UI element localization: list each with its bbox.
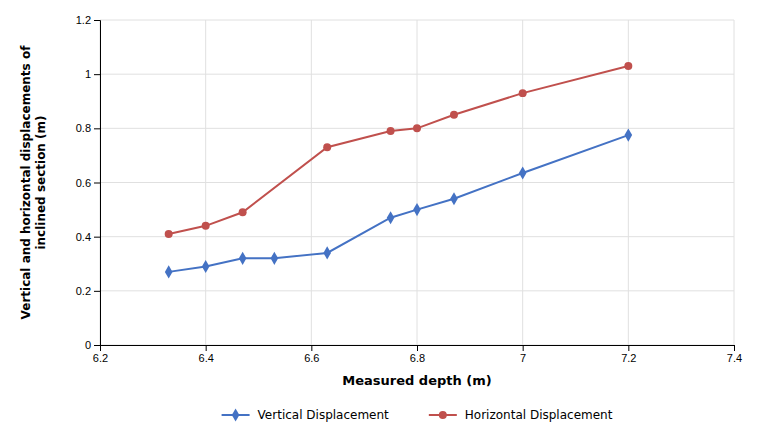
point: [165, 265, 173, 278]
tick-label: 7.4: [727, 352, 742, 364]
x-axis: 6.2 6.4 6.6 6.8 7 7.2 7.4: [93, 345, 742, 364]
point: [165, 230, 173, 238]
tick: 1.2: [76, 14, 100, 26]
point: [387, 127, 395, 135]
point: [624, 62, 632, 70]
grid-line-y: [100, 182, 734, 183]
tick-mark: [94, 20, 100, 21]
tick-mark: [94, 345, 100, 346]
point: [413, 124, 421, 132]
tick: 6.4: [199, 345, 214, 364]
axis-line: [94, 21, 101, 346]
tick: 0.4: [76, 231, 100, 243]
point: [239, 208, 247, 216]
x-axis-title: Measured depth (m): [342, 373, 491, 388]
tick: 6.2: [93, 345, 108, 364]
legend-label: Horizontal Displacement: [465, 408, 613, 422]
tick-label: 0.8: [76, 122, 91, 134]
legend-label: Vertical Displacement: [258, 408, 390, 422]
tick: 7.2: [621, 345, 636, 364]
tick-mark: [94, 237, 100, 238]
tick: 6.6: [304, 345, 319, 364]
series-line: [169, 66, 629, 234]
grid-line-y: [100, 20, 734, 21]
tick-mark: [94, 291, 100, 292]
plot: 6.2 6.4 6.6 6.8 7 7.2 7.4 0 0.2 0.4 0.6 0.8 1 1.2: [76, 14, 742, 364]
legend: Vertical Displacement Horizontal Displace…: [222, 408, 613, 422]
grid-line-y: [100, 236, 734, 237]
legend-item: Horizontal Displacement: [429, 408, 613, 422]
point: [413, 203, 421, 216]
point: [271, 252, 279, 265]
legend-marker: [439, 411, 447, 419]
tick: 0.8: [76, 122, 100, 134]
tick-mark: [94, 183, 100, 184]
point: [519, 166, 527, 179]
grid: [100, 20, 734, 345]
tick-mark: [523, 345, 524, 351]
tick: 6.8: [410, 345, 425, 364]
tick-label: 0: [85, 339, 91, 351]
point: [450, 192, 458, 205]
tick-label: 0.4: [76, 231, 91, 243]
y-axis-title-line: inclined section (m): [34, 115, 48, 249]
tick-mark: [206, 345, 207, 351]
y-axis-title: Vertical and horizontal displacements of…: [19, 45, 48, 320]
tick: 7: [520, 345, 526, 364]
tick-mark: [628, 345, 629, 351]
tick-label: 6.8: [410, 352, 425, 364]
point: [625, 129, 633, 142]
tick-label: 1: [85, 68, 91, 80]
point: [239, 252, 247, 265]
tick-mark: [94, 74, 100, 75]
tick-label: 6.6: [304, 352, 319, 364]
tick: 0.6: [76, 177, 100, 189]
tick-mark: [417, 345, 418, 351]
tick-label: 7: [520, 352, 526, 364]
tick: 1: [85, 68, 100, 80]
tick-label: 6.2: [93, 352, 108, 364]
grid-line-y: [100, 290, 734, 291]
legend-marker: [232, 408, 240, 421]
point: [450, 111, 458, 119]
tick-mark: [94, 128, 100, 129]
tick: 7.4: [727, 345, 742, 364]
tick-label: 7.2: [621, 352, 636, 364]
axis-line: [101, 346, 735, 352]
point: [202, 222, 210, 230]
tick-mark: [734, 345, 735, 351]
tick-label: 0.2: [76, 285, 91, 297]
tick-label: 6.4: [199, 352, 214, 364]
data-layer: [165, 62, 633, 278]
tick-label: 0.6: [76, 177, 91, 189]
tick-mark: [311, 345, 312, 351]
y-axis-title-line: Vertical and horizontal displacements of: [19, 45, 33, 320]
tick: 0: [85, 339, 100, 351]
series-line: [169, 135, 629, 272]
y-axis: 0 0.2 0.4 0.6 0.8 1 1.2: [76, 14, 101, 351]
legend-item: Vertical Displacement: [222, 408, 390, 422]
point: [323, 143, 331, 151]
tick-label: 1.2: [76, 14, 91, 26]
grid-line-y: [100, 74, 734, 75]
point: [323, 246, 331, 259]
point: [519, 89, 527, 97]
point: [202, 260, 210, 273]
chart: 6.2 6.4 6.6 6.8 7 7.2 7.4 0 0.2 0.4 0.6 0.8 1 1.2 Meas…: [0, 0, 764, 440]
point: [387, 211, 395, 224]
tick: 0.2: [76, 285, 100, 297]
